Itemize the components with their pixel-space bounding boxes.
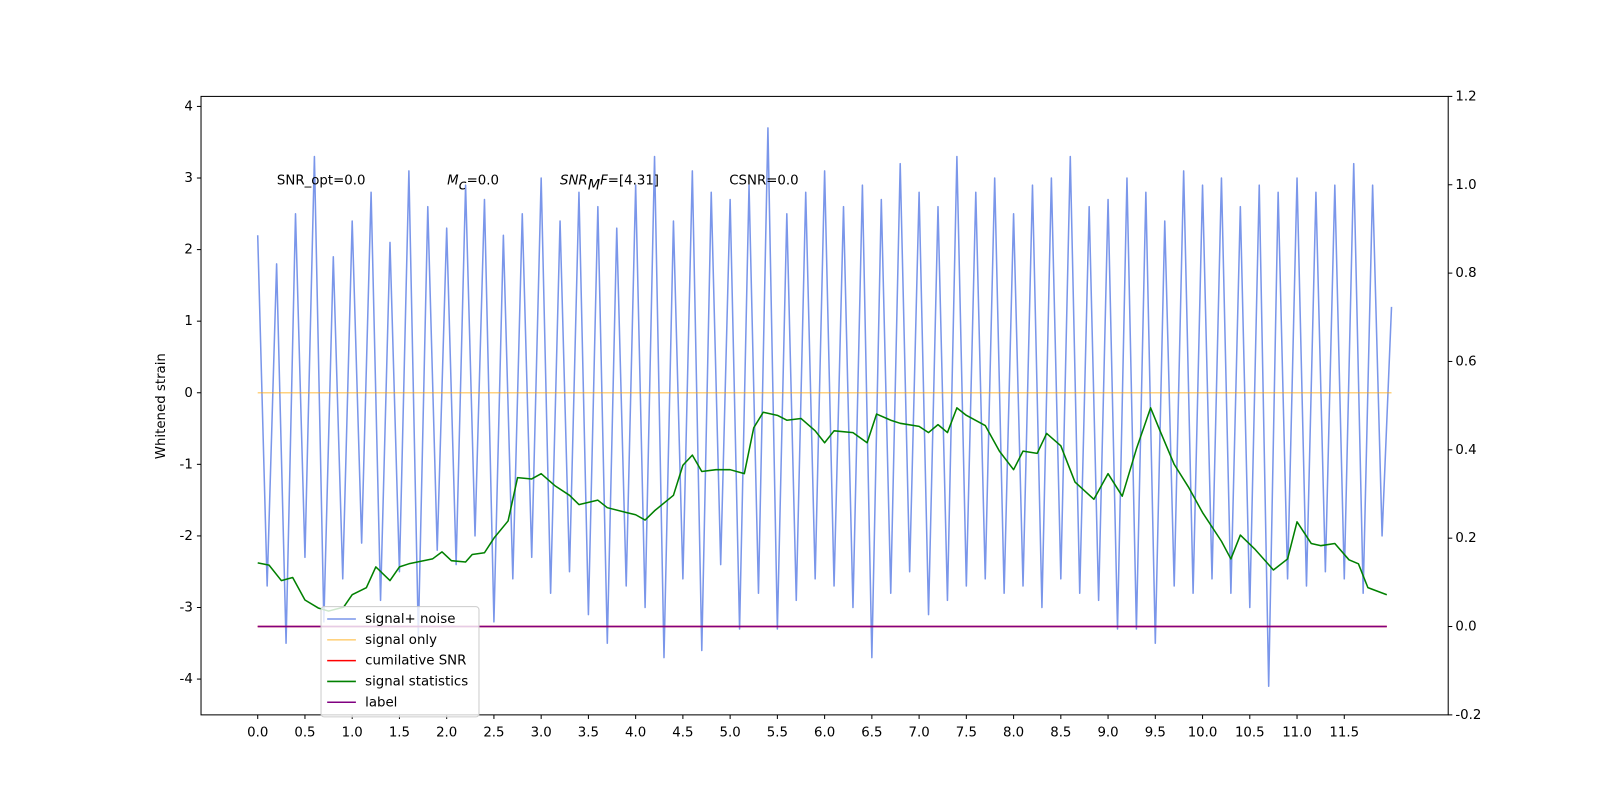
x-tick-label: 1.0 — [342, 725, 363, 740]
x-tick-label: 8.0 — [1003, 725, 1024, 740]
y-axis-label: Whitened strain — [154, 353, 169, 459]
legend-label: signal+ noise — [365, 612, 455, 627]
x-tick-label: 7.0 — [908, 725, 929, 740]
y2-tick-label: 1.0 — [1455, 178, 1476, 193]
annotation-part: CSNR=0.0 — [729, 174, 798, 189]
x-tick-label: 11.0 — [1282, 725, 1312, 740]
x-tick-label: 11.5 — [1329, 725, 1359, 740]
legend-label: signal statistics — [365, 674, 468, 689]
annotation-part: M — [588, 178, 600, 194]
series-line — [257, 407, 1388, 612]
y-tick-label: -2 — [180, 529, 193, 544]
x-tick-label: 4.0 — [625, 725, 646, 740]
annotation-part: SNR — [560, 174, 588, 189]
x-tick-label: 10.5 — [1235, 725, 1265, 740]
y2-tick-label: 1.2 — [1455, 89, 1476, 104]
y2-tick-label: 0.0 — [1455, 620, 1476, 635]
y2-tick-label: 0.6 — [1455, 354, 1476, 369]
x-tick-label: 5.5 — [767, 725, 788, 740]
y-tick-label: 0 — [184, 386, 192, 401]
x-tick-label: 4.5 — [672, 725, 693, 740]
annotation-part: F — [600, 174, 608, 189]
y2-tick-label: 0.4 — [1455, 443, 1476, 458]
legend-label: signal only — [365, 633, 437, 648]
y2-tick-label: 0.8 — [1455, 266, 1476, 281]
legend-label: cumilative SNR — [365, 654, 466, 669]
y-tick-label: 3 — [184, 171, 192, 186]
legend-label: label — [365, 695, 397, 710]
x-tick-label: 9.0 — [1097, 725, 1118, 740]
x-tick-label: 2.0 — [436, 725, 457, 740]
annotation: Mc=0.0 — [447, 174, 499, 194]
y2-tick-label: 0.2 — [1455, 531, 1476, 546]
x-tick-label: 6.5 — [861, 725, 882, 740]
x-tick-label: 3.0 — [531, 725, 552, 740]
y-tick-label: 1 — [184, 314, 192, 329]
x-tick-label: 10.0 — [1188, 725, 1218, 740]
annotation-part: =[4.31] — [608, 174, 659, 189]
annotation-part: c — [459, 178, 467, 194]
y-tick-label: 4 — [184, 99, 192, 114]
x-tick-label: 0.5 — [294, 725, 315, 740]
y-tick-label: -1 — [180, 457, 193, 472]
x-tick-label: 9.5 — [1145, 725, 1166, 740]
annotation-part: SNR_opt=0.0 — [277, 174, 366, 189]
x-tick-label: 2.5 — [483, 725, 504, 740]
x-tick-label: 5.0 — [720, 725, 741, 740]
x-tick-label: 6.0 — [814, 725, 835, 740]
y-tick-label: -4 — [180, 672, 193, 687]
x-tick-label: 7.5 — [956, 725, 977, 740]
x-tick-label: 0.0 — [247, 725, 268, 740]
annotation: SNR_opt=0.0 — [277, 174, 366, 189]
annotation: CSNR=0.0 — [729, 174, 798, 189]
y-tick-label: -3 — [180, 601, 193, 616]
x-tick-label: 3.5 — [578, 725, 599, 740]
x-tick-label: 8.5 — [1050, 725, 1071, 740]
y-tick-label: 2 — [184, 243, 192, 258]
annotation-part: M — [447, 174, 459, 189]
x-tick-label: 1.5 — [389, 725, 410, 740]
y2-tick-label: -0.2 — [1455, 708, 1481, 723]
annotation-part: =0.0 — [467, 174, 499, 189]
series-line — [256, 127, 1393, 688]
annotation: SNRMF=[4.31] — [560, 174, 659, 194]
legend-box — [320, 606, 480, 718]
